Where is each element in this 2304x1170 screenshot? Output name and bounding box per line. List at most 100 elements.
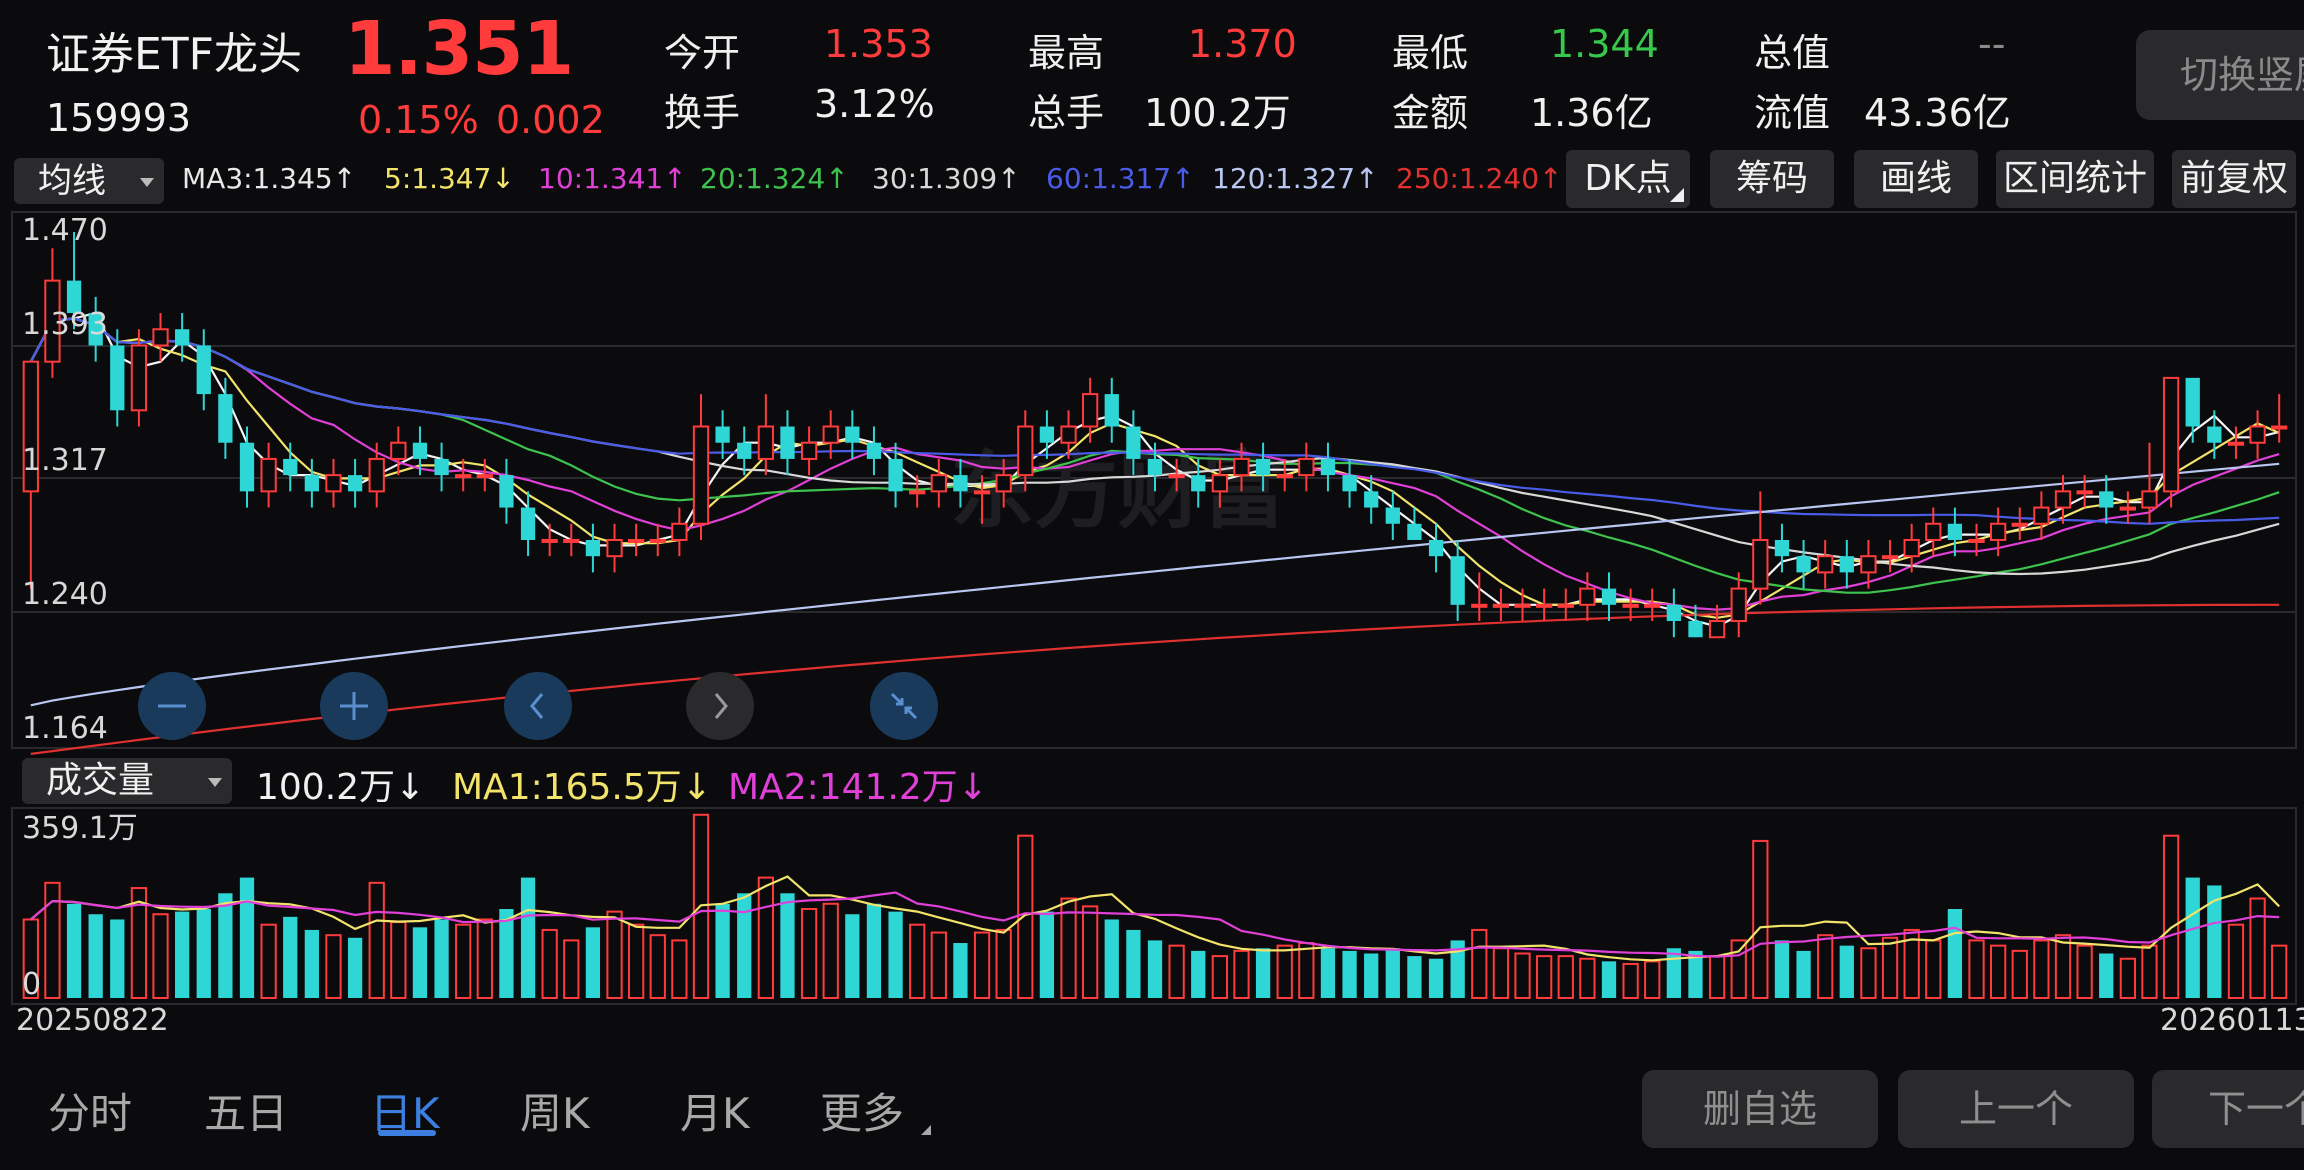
volume-bar: [2141, 944, 2158, 1000]
chips-button[interactable]: 筹码: [1710, 150, 1834, 208]
change-amount: 0.002: [496, 98, 605, 142]
volume-bar: [2249, 897, 2266, 1000]
volume-bar: [1147, 940, 1163, 998]
forward-adjust-button[interactable]: 前复权: [2172, 150, 2296, 208]
tab-more[interactable]: 更多: [820, 1080, 932, 1141]
tab-five-day[interactable]: 五日: [204, 1089, 289, 1138]
volume-bar: [130, 887, 148, 999]
dk-point-button[interactable]: DK点: [1566, 150, 1690, 208]
price-panel-frame: [11, 211, 2297, 749]
candle: [1860, 539, 1877, 589]
candle: [1126, 410, 1141, 476]
candle: [1407, 507, 1422, 540]
volume-bar: [1385, 948, 1400, 998]
candle: [692, 394, 710, 540]
candle: [2271, 394, 2288, 443]
candle-body: [2011, 522, 2028, 527]
draw-line-button[interactable]: 画线: [1854, 150, 1978, 208]
volume-bar: [800, 907, 818, 999]
candle: [1492, 588, 1510, 622]
zoom-out-button[interactable]: [138, 672, 206, 740]
candle-body: [692, 425, 710, 525]
zoom-in-button[interactable]: [320, 672, 388, 740]
candle: [671, 507, 688, 557]
candle-body: [1601, 588, 1617, 605]
candle: [1644, 588, 1661, 622]
candle: [2011, 507, 2028, 540]
candle-body: [1126, 426, 1141, 459]
range-stats-button[interactable]: 区间统计: [1996, 150, 2154, 208]
tab-more-label: 更多: [820, 1089, 905, 1138]
candle: [1450, 539, 1465, 622]
candle-body: [1342, 475, 1357, 492]
candle-body: [973, 490, 991, 495]
candle: [1666, 588, 1681, 638]
candle-body: [606, 538, 623, 558]
pan-left-button[interactable]: [504, 672, 572, 740]
volume-bar: [152, 913, 169, 1000]
tab-intraday[interactable]: 分时: [48, 1089, 133, 1138]
candle-body: [930, 474, 947, 493]
kline-chart[interactable]: 东方财富 1.470 1.393 1.317 1.240 1.164 359.1…: [0, 208, 2304, 1038]
candle: [1968, 523, 1985, 557]
candle-body: [66, 280, 82, 314]
volume-bar: [368, 881, 385, 1000]
active-tab-indicator: [378, 1130, 436, 1136]
volume-bar: [1730, 939, 1747, 999]
collapse-chart-button[interactable]: [870, 672, 938, 740]
candle: [1947, 507, 1963, 557]
next-button[interactable]: 下一个: [2152, 1070, 2304, 1148]
candle-body: [2207, 426, 2222, 443]
candle-body: [455, 474, 472, 479]
previous-button[interactable]: 上一个: [1898, 1070, 2134, 1148]
volume-bar: [499, 908, 514, 998]
volume-bar: [1688, 950, 1703, 998]
volume-bar: [1276, 944, 1293, 1000]
candle: [1233, 442, 1250, 492]
dk-point-label: DK点: [1584, 158, 1672, 199]
tab-monthly-k[interactable]: 月K: [680, 1089, 750, 1138]
tab-weekly-k[interactable]: 周K: [520, 1089, 590, 1138]
volume-bar: [606, 910, 623, 999]
candle: [196, 329, 211, 411]
ma30-value: 30:1.309↑: [872, 162, 1021, 195]
candle: [1752, 491, 1769, 605]
ma5-line: [29, 317, 2280, 619]
pan-right-button[interactable]: [686, 672, 754, 740]
candle: [973, 475, 991, 524]
candle: [2207, 410, 2222, 459]
candle-body: [822, 425, 839, 444]
candle-body: [1364, 491, 1379, 508]
candle: [2119, 491, 2136, 524]
stat-volume-label: 总手: [1028, 91, 1105, 135]
candle-body: [1644, 603, 1661, 608]
switch-orientation-button[interactable]: 切换竖屏: [2136, 30, 2304, 120]
candle: [2227, 426, 2245, 459]
tab-daily-k[interactable]: 日K: [370, 1089, 440, 1138]
candle: [888, 442, 903, 508]
candle: [780, 410, 795, 476]
volume-bar: [822, 902, 839, 999]
candle: [1730, 572, 1747, 638]
chevron-down-icon: [208, 778, 222, 787]
candle-body: [563, 538, 580, 543]
volume-selector[interactable]: 成交量: [22, 758, 232, 804]
candle-body: [1168, 474, 1185, 479]
stat-total-cap-value: --: [1978, 22, 2006, 66]
candle: [239, 426, 255, 508]
volume-bar: [347, 937, 363, 998]
stat-total-cap-label: 总值: [1754, 31, 1831, 75]
candle: [1688, 604, 1703, 638]
candle-body: [737, 442, 752, 459]
candle-body: [283, 458, 298, 476]
ma20-value: 20:1.324↑: [700, 162, 849, 195]
volume-bar: [671, 939, 688, 999]
volume-bar: [845, 914, 860, 998]
candle: [1039, 410, 1055, 459]
candle: [649, 523, 666, 557]
candle: [2185, 377, 2200, 443]
volume-bar: [1968, 939, 1985, 999]
remove-watchlist-button[interactable]: 删自选: [1642, 1070, 1878, 1148]
indicator-selector[interactable]: 均线: [14, 158, 164, 204]
candle: [260, 442, 277, 508]
